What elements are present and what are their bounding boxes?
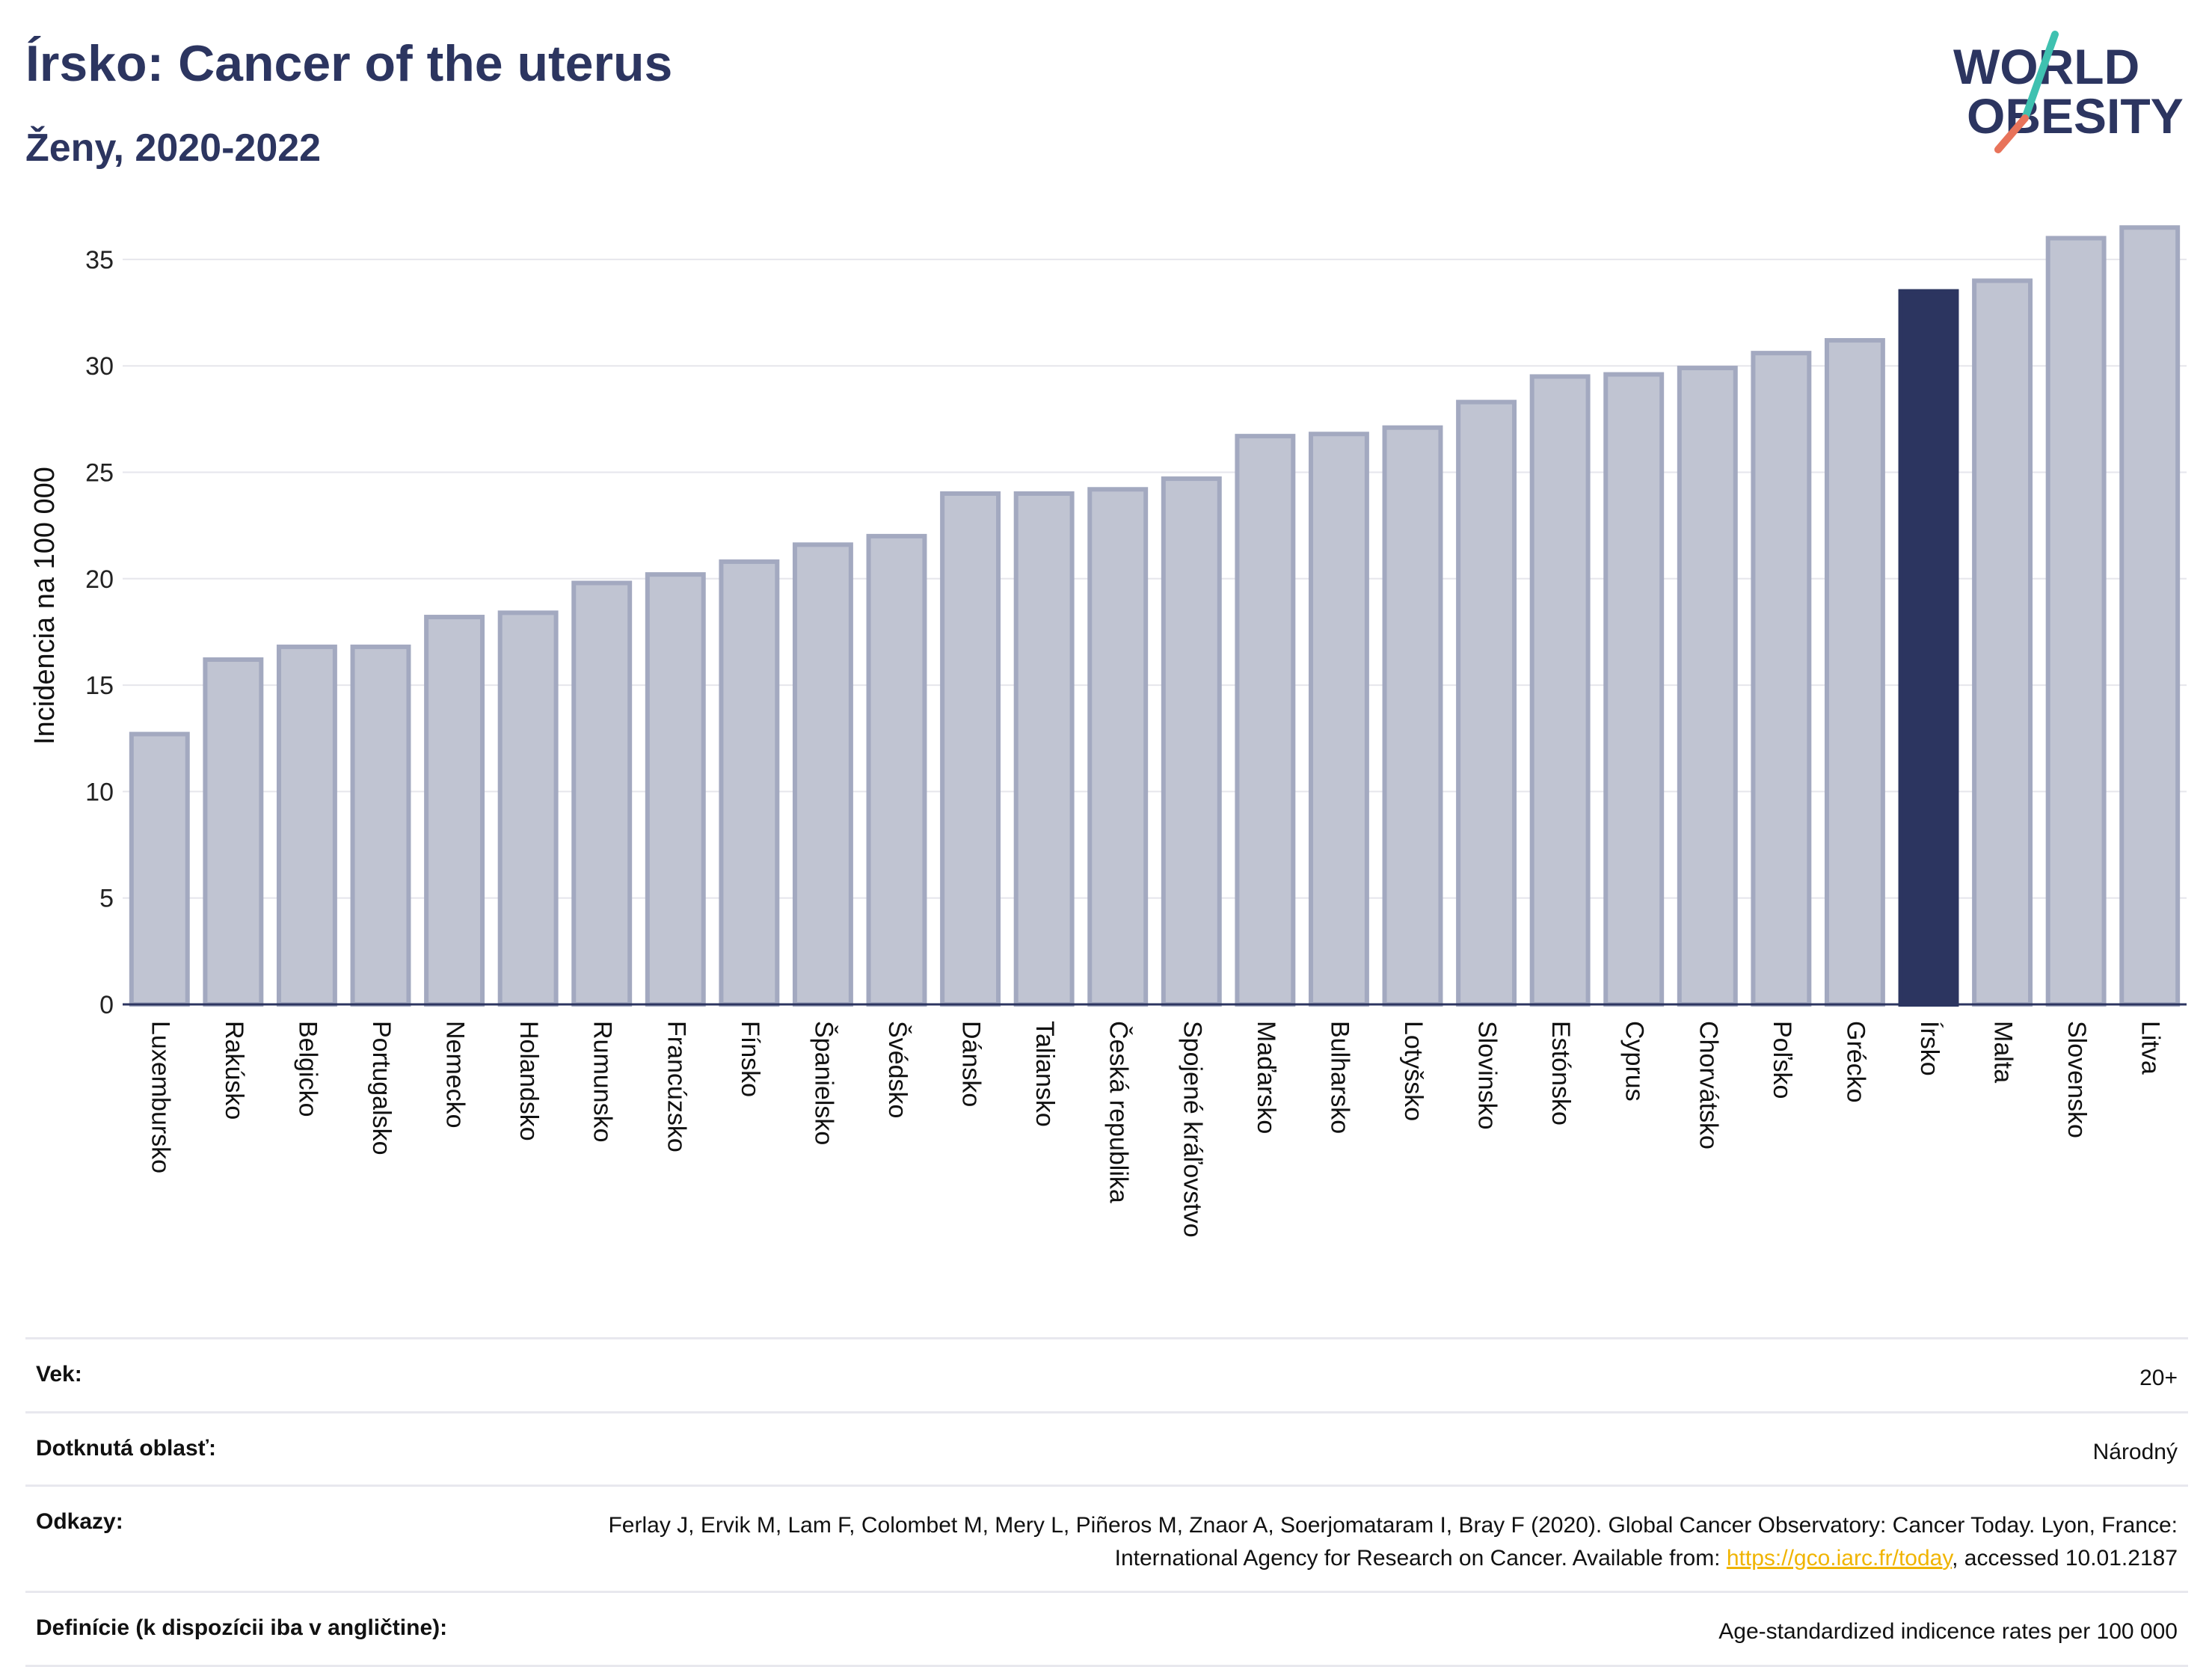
- x-tick-label: Rakúsko: [220, 1021, 248, 1120]
- y-axis-title: Incidencia na 100 000: [29, 467, 61, 745]
- info-row-age: Vek: 20+: [25, 1337, 2188, 1411]
- y-tick-label: 0: [99, 991, 114, 1019]
- bar-spojené-kráľovstvo: [1161, 476, 1222, 1007]
- x-tick-label: Slovensko: [2062, 1021, 2091, 1138]
- bar-francúzsko: [645, 572, 706, 1007]
- bar-švédsko: [866, 533, 927, 1007]
- x-tick-label: Estónsko: [1546, 1021, 1575, 1126]
- references-text: Ferlay J, Ervik M, Lam F, Colombet M, Me…: [608, 1513, 2178, 1571]
- x-tick-label: Bulharsko: [1325, 1021, 1354, 1134]
- bars: [129, 225, 2181, 1007]
- references-value: Ferlay J, Ervik M, Lam F, Colombet M, Me…: [607, 1509, 2178, 1574]
- chart-title: Írsko: Cancer of the uterus: [25, 35, 673, 92]
- age-value: 20+: [2139, 1366, 2178, 1390]
- x-tick-label: Belgicko: [293, 1021, 322, 1117]
- bar-portugalsko: [350, 644, 411, 1007]
- info-row-definitions: Definície (k dispozícii iba v angličtine…: [25, 1591, 2188, 1667]
- bar-česká-republika: [1087, 487, 1149, 1007]
- x-tick-label: Taliansko: [1030, 1021, 1059, 1127]
- bar-chart: 0 5 10 15 20 25 30 35 Luxembursko Rakúsko Belgicko…: [29, 225, 2187, 1238]
- info-table: Vek: 20+ Dotknutá oblasť: Národný Odkazy…: [25, 1337, 2188, 1667]
- bar-rakúsko: [203, 657, 264, 1007]
- bar-španielsko: [792, 542, 853, 1007]
- y-tick-label: 15: [85, 672, 114, 700]
- y-tick-label: 5: [99, 885, 114, 913]
- bar-írsko: [1898, 289, 1959, 1007]
- references-accessed: , accessed 10.01.2187: [1952, 1545, 2178, 1571]
- x-tick-label: Nemecko: [441, 1021, 470, 1129]
- bar-fínsko: [719, 559, 780, 1007]
- references-link[interactable]: https://gco.iarc.fr/today: [1726, 1545, 1953, 1571]
- x-tick-label: Fínsko: [736, 1021, 764, 1097]
- x-tick-label: Spojené kráľovstvo: [1178, 1021, 1206, 1238]
- world-obesity-logo: WORLD OBESITY: [1953, 31, 2184, 153]
- y-tick-label: 20: [85, 565, 114, 594]
- x-tick-label: Poľsko: [1768, 1021, 1796, 1099]
- x-tick-label: Rumunsko: [589, 1021, 617, 1143]
- y-tick-label: 35: [85, 246, 114, 274]
- bar-luxembursko: [129, 731, 190, 1007]
- x-tick-label: Slovinsko: [1473, 1021, 1502, 1130]
- x-tick-label: Chorvátsko: [1694, 1021, 1722, 1149]
- x-tick-label: Malta: [1989, 1021, 2018, 1083]
- bar-holandsko: [497, 610, 559, 1007]
- bar-dánsko: [940, 491, 1001, 1007]
- bar-litva: [2119, 225, 2181, 1007]
- y-tick-label: 10: [85, 778, 114, 806]
- logo-word-obesity: OBESITY: [1967, 88, 2184, 144]
- bar-estónsko: [1529, 374, 1591, 1007]
- x-tick-label: Lotyšsko: [1399, 1021, 1428, 1121]
- area-value: Národný: [2092, 1439, 2178, 1464]
- bar-bulharsko: [1308, 432, 1369, 1007]
- definitions-label: Definície (k dispozícii iba v angličtine…: [36, 1615, 448, 1640]
- info-row-references: Odkazy: Ferlay J, Ervik M, Lam F, Colomb…: [25, 1485, 2188, 1591]
- x-tick-label: Španielsko: [809, 1021, 838, 1145]
- x-tick-label: Maďarsko: [1252, 1021, 1280, 1134]
- bar-belgicko: [276, 644, 337, 1007]
- age-label: Vek:: [36, 1362, 82, 1387]
- bar-malta: [1972, 278, 2033, 1007]
- x-tick-label: Cyprus: [1620, 1021, 1649, 1102]
- x-tick-label: Grécko: [1841, 1021, 1870, 1103]
- bar-slovensko: [2045, 236, 2107, 1007]
- x-tick-label: Litva: [2136, 1021, 2165, 1075]
- bar-rumunsko: [571, 580, 633, 1007]
- axes: 0 5 10 15 20 25 30 35 Luxembursko Rakúsko Belgicko…: [85, 246, 2187, 1238]
- x-tick-label: Portugalsko: [367, 1021, 396, 1155]
- x-tick-label: Holandsko: [514, 1021, 543, 1141]
- x-tick-label: Luxembursko: [146, 1021, 174, 1173]
- definitions-value: Age-standardized indicence rates per 100…: [1718, 1619, 2178, 1644]
- bar-chorvátsko: [1677, 366, 1738, 1007]
- area-label: Dotknutá oblasť:: [36, 1435, 217, 1461]
- bar-maďarsko: [1235, 434, 1296, 1007]
- y-tick-label: 25: [85, 459, 114, 488]
- bar-poľsko: [1751, 351, 1812, 1007]
- x-tick-label: Švédsko: [883, 1021, 912, 1118]
- x-tick-label: Francúzsko: [662, 1021, 690, 1152]
- references-label: Odkazy:: [36, 1509, 123, 1534]
- bar-grécko: [1824, 338, 1885, 1007]
- info-row-area: Dotknutá oblasť: Národný: [25, 1410, 2188, 1485]
- x-tick-label: Česká republika: [1105, 1021, 1133, 1203]
- logo-slash-coral: [1994, 114, 2029, 153]
- logo-slash-teal: [2021, 31, 2059, 122]
- bar-lotyšsko: [1382, 425, 1443, 1007]
- bar-cyprus: [1603, 372, 1665, 1007]
- x-tick-label: Dánsko: [957, 1021, 986, 1107]
- bar-slovinsko: [1456, 399, 1517, 1007]
- bar-taliansko: [1013, 491, 1075, 1007]
- bar-nemecko: [424, 615, 485, 1007]
- x-tick-label: Írsko: [1915, 1021, 1944, 1076]
- y-tick-label: 30: [85, 352, 114, 381]
- chart-subtitle: Ženy, 2020-2022: [25, 126, 322, 170]
